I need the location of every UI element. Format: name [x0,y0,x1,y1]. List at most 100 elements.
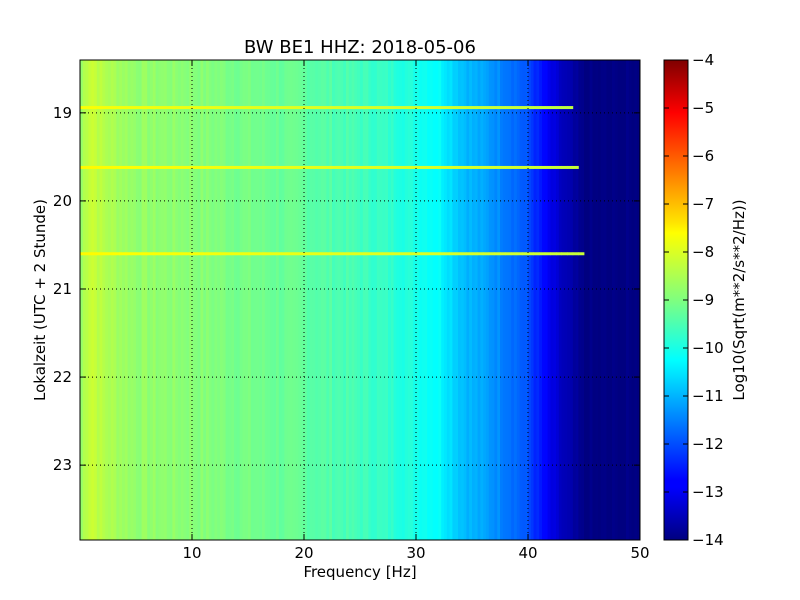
bright-line-segment [304,252,310,256]
bright-line-segment [472,106,478,110]
bright-line-segment [91,106,98,110]
bright-line-segment [108,252,114,256]
bright-line-segment [264,252,271,256]
bright-line-segment [460,165,467,169]
bright-line-segment [337,165,344,169]
bright-line-segment [516,106,523,110]
bright-line-segment [354,252,361,256]
bright-line-segment [505,165,512,169]
bright-line-segment [404,165,411,169]
bright-line-segment [376,106,383,110]
bright-line-segment [136,252,142,256]
bright-line-segment [102,106,109,110]
bright-line-segment [572,252,579,256]
bright-line-segment [108,165,114,169]
bright-line-segment [556,252,562,256]
bright-line-segment [276,252,282,256]
colorbar-ticks: −4 −5 −6 −7 −8 −9 −10 −11 −12 −13 −14 [664,51,724,549]
bright-line-segment [320,165,327,169]
bright-line-segment [343,165,350,169]
bright-line-segment [556,106,562,110]
bright-line-segment [292,106,299,110]
bright-line-segment [80,106,86,110]
bright-line-segment [147,252,154,256]
bright-line-segment [399,165,406,169]
y-axis-label: Lokalzeit (UTC + 2 Stunde) [31,199,49,401]
bright-line-segment [220,252,226,256]
bright-line-segment [197,106,204,110]
bright-line-segment [388,165,394,169]
bright-line-segment [455,252,462,256]
plot-frame [79,59,641,541]
bright-line-segment [578,252,585,256]
bright-line-segment [203,252,210,256]
bright-line-segment [96,252,103,256]
bright-line-segment [147,165,154,169]
bright-line-segment [231,106,238,110]
bright-line-segment [169,252,176,256]
bright-line-segment [158,165,165,169]
bright-line-segment [556,165,562,169]
bright-line-segment [113,165,120,169]
bright-line-segment [354,106,361,110]
bright-line-segment [315,252,322,256]
bright-line-segment [483,252,490,256]
bright-line-segment [455,106,462,110]
bright-line-segment [192,165,198,169]
bright-line-segment [488,106,495,110]
bright-line-segment [500,165,506,169]
bright-line-segment [343,252,350,256]
bright-line-segment [539,252,546,256]
bright-line-segment [360,252,366,256]
bright-line-segment [522,106,529,110]
bright-line-segment [410,252,417,256]
bright-line-segment [169,165,176,169]
bright-line-segment [102,165,109,169]
y-tick-label: 23 [53,456,72,474]
bright-line-segment [365,165,372,169]
bright-line-segment [96,165,103,169]
bright-line-segment [248,252,254,256]
bright-line-segment [371,252,378,256]
bright-line-segment [113,106,120,110]
bright-line-segment [208,106,215,110]
bright-line-segment [438,106,445,110]
bright-line-segment [326,252,333,256]
colorbar-tick-label: −7 [692,195,714,213]
y-axis-ticks: 19 20 21 22 23 [53,104,640,474]
bright-line-segment [119,106,126,110]
bright-line-segment [304,106,310,110]
bright-line-segment [253,106,260,110]
bright-line-segment [80,252,86,256]
bright-line-segment [259,252,266,256]
colorbar-tick-label: −12 [692,435,724,453]
bright-line-segment [85,106,92,110]
bright-line-segment [376,252,383,256]
bright-line-segment [348,252,355,256]
bright-line-segment [225,165,232,169]
bright-line-segment [220,106,226,110]
bright-line-segment [449,106,456,110]
bright-line-segment [141,165,148,169]
bright-line-segment [376,165,383,169]
bright-line-segment [164,106,170,110]
bright-line-segment [472,165,478,169]
bright-line-segment [242,165,249,169]
bright-line-segment [500,252,506,256]
bright-line-segment [427,252,434,256]
bright-line-segment [500,106,506,110]
bright-line-segment [186,165,193,169]
bright-line-segment [147,106,154,110]
bright-line-segment [460,252,467,256]
bright-line-segment [158,252,165,256]
colorbar-tick-label: −5 [692,99,714,117]
bright-line-segment [494,252,501,256]
bright-line-segment [225,106,232,110]
bright-line-segment [477,106,484,110]
bright-line-segment [365,106,372,110]
bright-line-segment [567,106,574,110]
bright-line-segment [124,106,131,110]
chart-title: BW BE1 HHZ: 2018-05-06 [244,37,476,58]
bright-line-segment [80,165,86,169]
